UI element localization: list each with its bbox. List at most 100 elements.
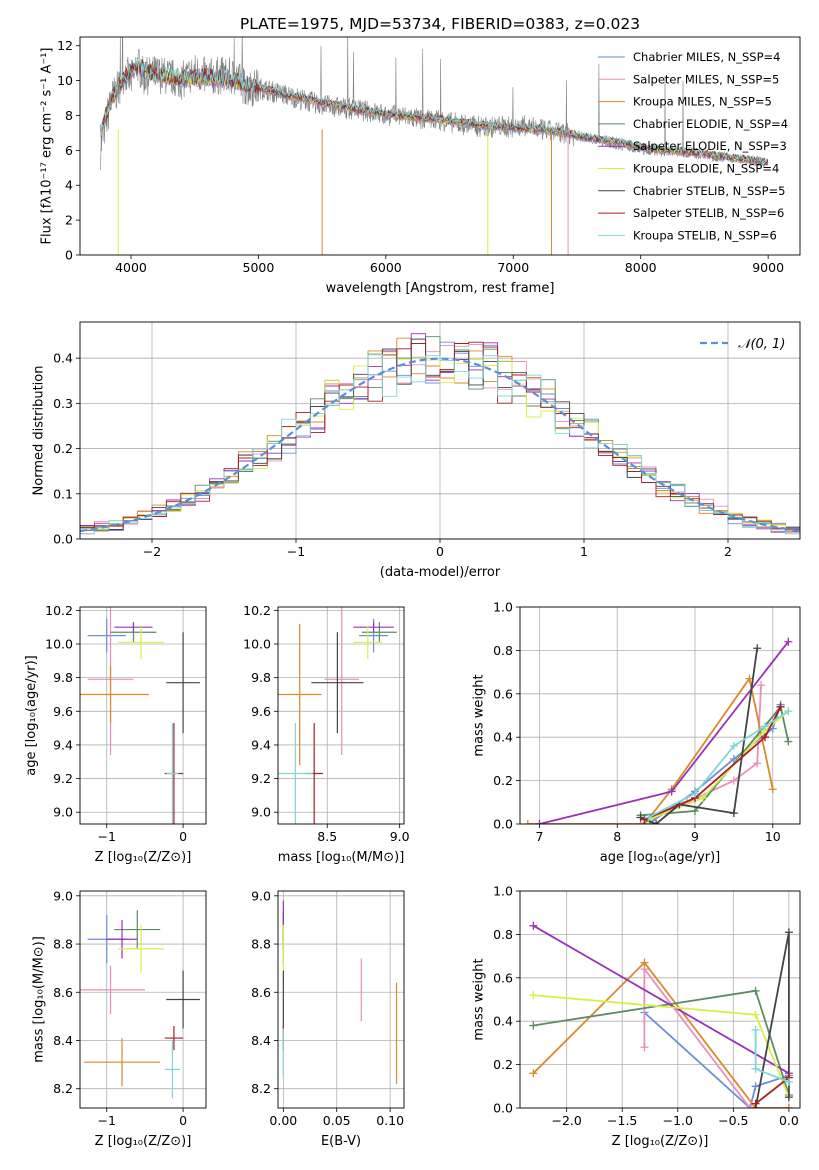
y-tick-label: 8 — [65, 108, 73, 123]
x-tick-label: 6000 — [370, 260, 402, 275]
mass-age-frame — [277, 606, 405, 825]
y-tick-label: 0.2 — [493, 773, 513, 788]
residuals-frame — [79, 321, 801, 540]
x-tick-label: 5000 — [243, 260, 275, 275]
weight-marker — [751, 1025, 760, 1034]
x-tick-label: 0.10 — [376, 1113, 404, 1128]
y-tick-label: 8.2 — [53, 1081, 73, 1096]
weight-line — [532, 924, 790, 1075]
weight-line — [643, 1011, 790, 1108]
y-tick-label: 12 — [57, 38, 73, 53]
residuals-plot-area — [80, 333, 800, 539]
x-tick-label: 9000 — [752, 260, 784, 275]
y-axis-label: mass weight — [472, 674, 487, 756]
x-tick-label: 7000 — [497, 260, 529, 275]
y-tick-label: 0.0 — [53, 532, 73, 547]
weight-marker — [691, 789, 699, 798]
x-tick-label: −1 — [287, 544, 305, 559]
weight-line — [647, 704, 782, 824]
x-axis-label: Z [log₁₀(Z/Z⊙)] — [612, 1134, 709, 1149]
y-tick-label: 0.4 — [493, 1014, 513, 1029]
weight-marker — [691, 806, 699, 815]
weight-marker — [698, 793, 707, 802]
x-tick-label: −2 — [143, 544, 161, 559]
y-tick-label: 0.3 — [53, 396, 73, 411]
y-tick-label: 9.0 — [53, 805, 73, 820]
spectrum-axes: 4000 5000 6000 7000 8000 9000 0 2 4 6 8 10 12 wavelen… — [39, 38, 784, 296]
weight-marker — [757, 681, 766, 690]
weight-marker — [784, 1104, 793, 1108]
x-tick-label: 10 — [765, 829, 781, 844]
y-tick-label: 0.4 — [53, 351, 73, 366]
x-tick-label: −1 — [98, 1113, 116, 1128]
x-axis-label: wavelength [Angstrom, rest frame] — [326, 281, 555, 296]
y-axis-label: mass [log₁₀(M/M⊙)] — [32, 936, 47, 1063]
y-tick-label: 9.8 — [251, 670, 271, 685]
x-tick-label: 7 — [535, 829, 543, 844]
weight-marker — [529, 921, 538, 930]
x-axis-label: Z [log₁₀(Z/Z⊙)] — [95, 850, 192, 865]
x-tick-label: 0.05 — [323, 1113, 351, 1128]
weight-marker — [751, 1099, 760, 1108]
weight-marker — [784, 928, 793, 937]
Z-mass-axes: −1 0 8.2 8.4 8.6 8.8 9.0 Z [log₁₀(Z/Z⊙)] mass [l… — [32, 888, 206, 1149]
legend-entry: Kroupa ELODIE, N_SSP=4 — [633, 162, 779, 176]
age-weight-axes: 7 8 9 10 0.0 0.2 0.4 0.6 0.8 1.0 age [log₁₀(age/yr… — [472, 600, 800, 865]
spectrum-frame — [79, 36, 801, 256]
x-tick-label: 0.00 — [269, 1113, 297, 1128]
y-tick-label: 8.2 — [251, 1081, 271, 1096]
y-tick-label: 0.1 — [53, 486, 73, 501]
x-tick-label: −2.0 — [551, 1113, 581, 1128]
weight-marker — [729, 776, 738, 785]
legend-entry: Chabrier ELODIE, N_SSP=4 — [633, 117, 788, 131]
y-tick-label: 9.0 — [251, 805, 271, 820]
figure-title: PLATE=1975, MJD=53734, FIBERID=0383, z=0… — [240, 15, 640, 33]
x-tick-label: 2 — [724, 544, 732, 559]
legend-entry: Chabrier MILES, N_SSP=4 — [633, 50, 780, 64]
y-tick-label: 0.8 — [493, 643, 513, 658]
x-tick-label: 8.5 — [317, 829, 337, 844]
legend-entry: Salpeter MILES, N_SSP=5 — [633, 72, 779, 86]
x-tick-label: 1 — [580, 544, 588, 559]
weight-marker — [529, 991, 538, 1000]
legend-entry: Salpeter ELODIE, N_SSP=3 — [633, 139, 787, 153]
weight-line — [539, 641, 790, 824]
spectrum-plot-area — [100, 37, 769, 255]
y-tick-label: 8.6 — [251, 985, 271, 1000]
spectrum-legend: Chabrier MILES, N_SSP=4 Salpeter MILES, N… — [598, 50, 788, 242]
weight-marker — [523, 820, 532, 824]
Z-weight-plot-area — [529, 921, 793, 1108]
weight-marker — [746, 1104, 754, 1108]
y-tick-label: 9.0 — [53, 888, 73, 903]
x-tick-label: −0.5 — [718, 1113, 748, 1128]
Z-weight-frame — [519, 890, 801, 1109]
weight-marker — [751, 1082, 760, 1091]
x-tick-label: 0 — [436, 544, 444, 559]
x-tick-label: 4000 — [115, 260, 147, 275]
x-tick-label: 0 — [179, 829, 187, 844]
weight-marker — [729, 809, 738, 818]
mass-age-axes: 8.5 9.0 9.0 9.2 9.4 9.6 9.8 10.0 10.2 mass [log₁₀… — [243, 603, 409, 865]
y-axis-label: mass weight — [472, 958, 487, 1040]
weight-line — [532, 961, 789, 1108]
weight-marker — [640, 1043, 649, 1052]
residuals-axes: −2 −1 0 1 2 0.0 0.1 0.2 0.3 0.4 (data-model)/error… — [32, 322, 800, 580]
y-tick-label: 8.6 — [53, 985, 73, 1000]
residual-histogram — [80, 353, 800, 539]
x-tick-label: 0 — [179, 1113, 187, 1128]
y-tick-label: 9.8 — [53, 670, 73, 685]
y-tick-label: 9.0 — [251, 888, 271, 903]
y-tick-label: 1.0 — [493, 884, 513, 899]
y-tick-label: 8.8 — [53, 937, 73, 952]
weight-line — [533, 994, 790, 1098]
y-tick-label: 8.8 — [251, 937, 271, 952]
y-tick-label: 0.0 — [493, 817, 513, 832]
weight-marker — [761, 733, 769, 742]
weight-marker — [784, 737, 793, 746]
weight-marker — [652, 820, 661, 824]
x-tick-label: −1.0 — [663, 1113, 693, 1128]
Z-mass-frame — [79, 890, 207, 1109]
residual-legend: 𝒩(0, 1) — [700, 337, 785, 352]
weight-marker — [784, 1093, 793, 1102]
